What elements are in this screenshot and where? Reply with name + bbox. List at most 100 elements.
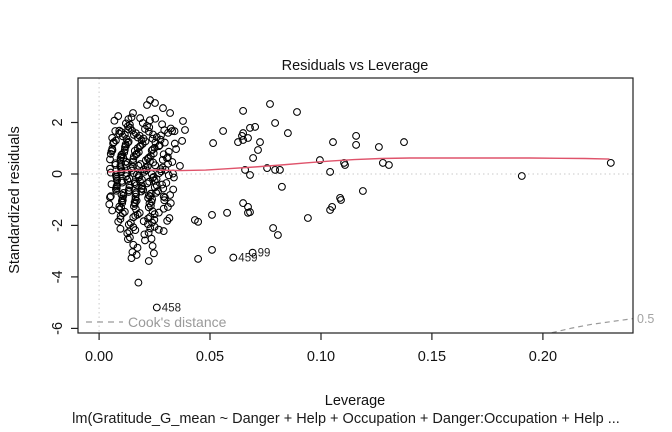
data-point bbox=[178, 136, 187, 145]
outlier-point bbox=[152, 303, 161, 312]
data-point bbox=[517, 172, 526, 180]
data-point bbox=[244, 134, 252, 142]
data-point bbox=[400, 138, 408, 147]
data-point bbox=[219, 127, 228, 135]
scatter-points bbox=[105, 96, 615, 287]
x-axis-ticks: 0.00 0.05 0.10 0.15 0.20 bbox=[85, 333, 557, 365]
x-tick-label: 0.15 bbox=[418, 349, 446, 365]
data-point bbox=[123, 122, 132, 131]
data-point bbox=[131, 150, 140, 159]
data-point bbox=[336, 193, 345, 202]
data-point bbox=[134, 161, 143, 170]
cooks-level-label: 0.5 bbox=[637, 312, 654, 326]
data-point bbox=[129, 109, 137, 117]
data-point bbox=[144, 257, 153, 265]
data-point bbox=[341, 161, 349, 169]
data-point bbox=[328, 202, 337, 211]
data-point bbox=[352, 131, 361, 140]
data-point bbox=[244, 208, 252, 217]
data-point bbox=[149, 249, 158, 258]
data-point bbox=[140, 230, 149, 239]
x-axis-label: Leverage bbox=[325, 393, 385, 409]
y-axis-label: Standardized residuals bbox=[7, 126, 23, 274]
data-point bbox=[254, 146, 262, 154]
data-point bbox=[251, 122, 260, 131]
data-point bbox=[146, 201, 155, 210]
data-point bbox=[111, 159, 120, 168]
data-point bbox=[158, 180, 167, 189]
x-tick-label: 0.00 bbox=[85, 349, 113, 365]
data-point bbox=[239, 129, 248, 138]
data-point bbox=[127, 254, 136, 263]
data-point bbox=[159, 227, 168, 236]
data-point bbox=[208, 245, 216, 254]
data-point bbox=[315, 156, 324, 165]
cooks-distance-legend: Cook's distance bbox=[86, 314, 227, 330]
data-point bbox=[154, 225, 163, 234]
data-point bbox=[116, 153, 125, 162]
cooks-distance-contour bbox=[551, 318, 634, 334]
data-point bbox=[106, 155, 114, 164]
data-point bbox=[111, 185, 120, 194]
data-point bbox=[125, 227, 134, 236]
data-point bbox=[208, 210, 216, 219]
data-point bbox=[154, 142, 163, 151]
reference-lines bbox=[78, 78, 633, 333]
data-point bbox=[179, 117, 187, 125]
data-point bbox=[239, 199, 248, 208]
data-point bbox=[170, 139, 179, 148]
data-point bbox=[244, 202, 252, 211]
data-point bbox=[107, 180, 116, 189]
data-point bbox=[111, 136, 120, 145]
plot-title: Residuals vs Leverage bbox=[282, 58, 429, 74]
model-caption: lm(Gratitude_G_mean ~ Danger + Help + Oc… bbox=[72, 411, 620, 427]
x-tick-label: 0.05 bbox=[196, 349, 224, 365]
labeled-outlier-points: 458 459 99 bbox=[152, 248, 271, 315]
data-point bbox=[275, 165, 284, 174]
y-axis-ticks: 2 0 -2 -4 -6 bbox=[50, 118, 78, 335]
data-point bbox=[150, 210, 159, 219]
data-point bbox=[352, 140, 361, 149]
data-point bbox=[114, 112, 123, 121]
y-tick-label: 2 bbox=[50, 118, 66, 126]
data-point bbox=[175, 161, 184, 170]
data-point bbox=[165, 214, 174, 223]
data-point bbox=[105, 200, 114, 209]
data-point bbox=[120, 207, 129, 216]
y-tick-label: -4 bbox=[50, 270, 66, 283]
data-point bbox=[293, 108, 301, 116]
outlier-point-label: 99 bbox=[258, 248, 271, 260]
data-point bbox=[145, 123, 154, 132]
data-point bbox=[246, 123, 254, 132]
data-point bbox=[143, 220, 152, 229]
data-point bbox=[277, 182, 286, 191]
data-point bbox=[166, 109, 175, 117]
data-point bbox=[152, 188, 161, 197]
data-point bbox=[108, 206, 117, 215]
data-point bbox=[121, 143, 129, 151]
cooks-legend-text: Cook's distance bbox=[128, 314, 227, 330]
data-point bbox=[283, 129, 292, 138]
data-point bbox=[133, 243, 142, 252]
data-point bbox=[273, 231, 282, 239]
data-point bbox=[145, 157, 154, 166]
data-point bbox=[223, 208, 232, 217]
data-point bbox=[125, 233, 134, 242]
data-point bbox=[159, 104, 167, 113]
data-point bbox=[157, 167, 166, 176]
data-point bbox=[146, 96, 155, 105]
data-point bbox=[110, 116, 119, 125]
data-point bbox=[135, 142, 144, 151]
data-point bbox=[163, 203, 172, 211]
data-point bbox=[157, 131, 165, 140]
data-point bbox=[131, 211, 140, 220]
smoother-line bbox=[107, 157, 610, 173]
data-point bbox=[606, 158, 615, 167]
data-point bbox=[256, 138, 264, 147]
outlier-point bbox=[248, 248, 257, 257]
data-point bbox=[106, 192, 115, 201]
data-point bbox=[246, 171, 254, 179]
data-point bbox=[134, 278, 143, 287]
data-point bbox=[129, 155, 138, 163]
